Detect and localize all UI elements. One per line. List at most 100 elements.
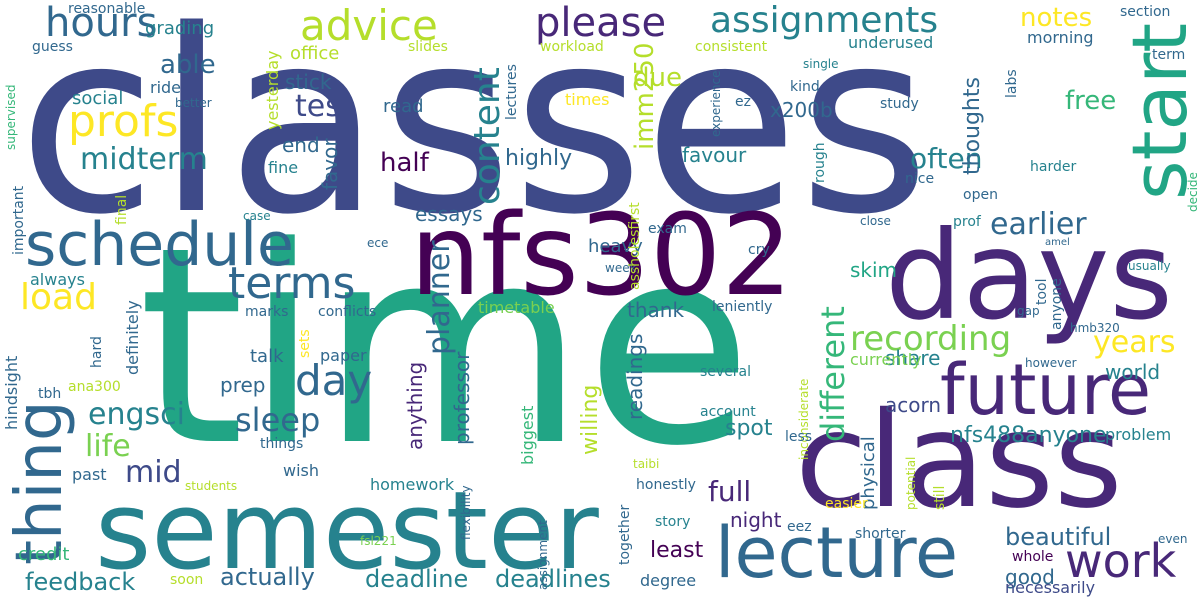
word: advice <box>300 1 438 50</box>
word: term <box>1152 47 1186 63</box>
word: biggest <box>518 405 537 465</box>
word: easier <box>825 496 868 512</box>
word: decide <box>1186 172 1200 212</box>
word: planner <box>422 240 457 355</box>
word: thoughts <box>960 77 985 175</box>
word: days <box>885 205 1173 347</box>
word: workload <box>540 39 604 55</box>
word: thank <box>627 298 685 322</box>
word: mid <box>125 455 182 490</box>
word: honestly <box>636 477 696 493</box>
word: supervised <box>4 84 18 150</box>
word: life <box>85 429 131 464</box>
word: end <box>282 133 320 157</box>
word: study <box>880 96 919 112</box>
word: assignments <box>710 0 939 41</box>
word: yesterday <box>263 50 282 131</box>
word: fine <box>268 158 299 177</box>
word: able <box>160 50 216 80</box>
word: homework <box>370 475 455 494</box>
word: half <box>380 148 429 178</box>
word: reasonable <box>68 1 146 17</box>
word: class <box>795 384 1123 538</box>
word: students <box>185 479 238 493</box>
word: full <box>708 475 752 508</box>
word: content <box>467 67 508 205</box>
word: always <box>30 270 85 289</box>
word: least <box>650 538 704 563</box>
word: slides <box>408 39 448 55</box>
word: nice <box>905 171 935 187</box>
word: nfs302 <box>410 191 793 321</box>
word: sleep <box>235 401 321 439</box>
word: taibi <box>633 457 660 471</box>
word: times <box>565 90 610 109</box>
word: kind <box>790 79 820 95</box>
word: however <box>1025 356 1077 370</box>
word: future <box>940 349 1152 431</box>
word: open <box>963 187 998 203</box>
word: deadlines <box>495 565 611 593</box>
word: heavy <box>588 236 643 257</box>
word: free <box>1065 86 1117 116</box>
word: beautiful <box>1005 523 1112 551</box>
word: rough <box>812 142 828 183</box>
word: consistent <box>695 39 768 55</box>
word: credit <box>18 544 70 565</box>
word: acorn <box>885 393 942 417</box>
word: things <box>260 436 304 452</box>
word: underused <box>848 33 934 52</box>
word: stick <box>285 70 332 94</box>
word: soon <box>170 572 204 588</box>
word: prep <box>220 373 266 397</box>
word: tbh <box>38 386 62 402</box>
word: favor <box>318 138 342 190</box>
word: office <box>290 43 340 64</box>
word: favour <box>682 143 747 167</box>
word: load <box>20 277 97 318</box>
word: nfs488anyone <box>950 423 1107 448</box>
word: still <box>932 485 948 510</box>
word: less <box>785 429 813 445</box>
word: flexibility <box>459 485 473 540</box>
word: leniently <box>712 299 773 315</box>
word: prof <box>953 214 981 230</box>
word: good <box>1005 565 1055 589</box>
word: highly <box>505 146 573 171</box>
word: better <box>175 96 212 110</box>
word: together <box>617 504 633 565</box>
word: past <box>72 465 107 484</box>
word: close <box>860 214 891 228</box>
word: x200b <box>770 98 833 122</box>
word: fsl221 <box>360 534 397 548</box>
word: anything <box>403 361 427 450</box>
word: imm250 <box>630 42 660 150</box>
word: ece <box>367 236 389 250</box>
word: world <box>1105 360 1161 384</box>
word: deadline <box>365 565 469 593</box>
word: degree <box>640 571 697 590</box>
word: essays <box>415 202 483 226</box>
word: section <box>1120 4 1171 20</box>
word: earlier <box>990 207 1087 242</box>
word: week <box>605 261 637 275</box>
word: hmb320 <box>1070 321 1120 335</box>
word: experience <box>709 70 723 137</box>
word: grading <box>145 18 215 39</box>
word: whole <box>1012 549 1054 565</box>
word: years <box>1093 325 1176 360</box>
word: midterm <box>80 142 208 177</box>
word: several <box>700 364 752 380</box>
word: cry <box>748 242 770 258</box>
word: classes <box>18 0 930 270</box>
word: skim <box>850 258 898 282</box>
word: schedule <box>25 210 294 280</box>
word: night <box>730 508 782 532</box>
word: sets <box>297 329 313 358</box>
word: test <box>295 89 353 124</box>
word: hours <box>45 0 158 46</box>
word: currently <box>850 350 922 369</box>
word: different <box>814 306 852 442</box>
word: gap <box>1017 304 1040 318</box>
word: even <box>1158 532 1188 546</box>
